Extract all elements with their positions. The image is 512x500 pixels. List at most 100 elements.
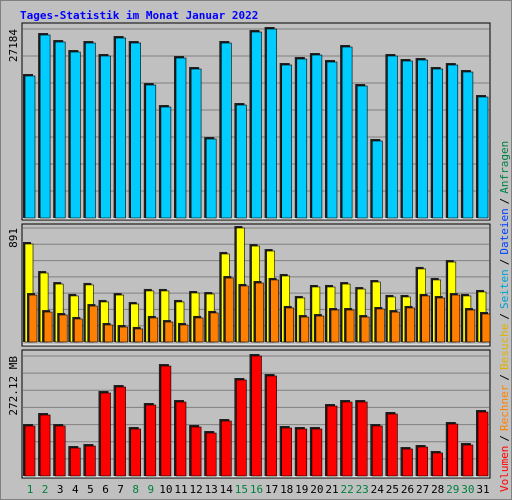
x-tick-label: 29 (446, 483, 459, 496)
bar (209, 312, 219, 343)
bar (43, 311, 53, 343)
bar (281, 427, 293, 477)
bar (296, 58, 308, 219)
bar (341, 46, 353, 219)
bar (387, 413, 398, 477)
legend-item: Anfragen (498, 141, 511, 194)
bar (236, 379, 247, 477)
bar (436, 297, 446, 343)
bar (300, 316, 310, 343)
bar (391, 311, 400, 343)
x-tick-label: 21 (325, 483, 338, 496)
x-tick-label: 20 (310, 483, 323, 496)
bar (54, 41, 66, 219)
legend-item: Rechner (498, 384, 511, 431)
bar (477, 411, 489, 477)
x-tick-label: 10 (159, 483, 172, 496)
bar (85, 445, 96, 477)
bar (175, 401, 187, 477)
bar (190, 68, 202, 219)
legend-item: Seiten (498, 269, 511, 309)
bar (477, 96, 489, 219)
bar (311, 428, 323, 477)
bar (225, 277, 234, 343)
bar (371, 140, 383, 219)
bar (70, 51, 81, 219)
x-tick-label: 31 (476, 483, 489, 496)
bar (371, 425, 383, 477)
bar (356, 401, 368, 477)
bar (326, 61, 338, 219)
bar (447, 64, 459, 219)
bar (375, 308, 385, 343)
bar (360, 316, 370, 343)
bar (145, 84, 157, 219)
bar (164, 321, 174, 343)
x-tick-label: 27 (416, 483, 429, 496)
bar (462, 444, 474, 477)
x-tick-label: 7 (117, 483, 124, 496)
bar (74, 318, 83, 343)
bar (451, 294, 461, 343)
x-tick-label: 30 (461, 483, 474, 496)
bar (100, 55, 111, 219)
bar (115, 37, 126, 219)
x-tick-label: 19 (295, 483, 308, 496)
bar (70, 447, 81, 477)
x-tick-label: 22 (340, 483, 353, 496)
bar (236, 104, 247, 219)
x-tick-label: 9 (147, 483, 154, 496)
bar (240, 285, 249, 343)
bar (179, 324, 189, 343)
bar (54, 425, 66, 477)
bar (255, 282, 264, 343)
bar (481, 313, 491, 343)
bar (421, 295, 430, 343)
bar (190, 426, 202, 477)
bar (24, 75, 36, 219)
bar (58, 314, 68, 343)
x-tick-label: 4 (72, 483, 79, 496)
bar (402, 60, 413, 219)
bar (311, 54, 323, 219)
bar (315, 315, 325, 343)
bar (130, 42, 141, 219)
bar (104, 324, 113, 343)
x-tick-label: 11 (174, 483, 187, 496)
legend-item: Dateien (498, 208, 511, 254)
bar (145, 404, 157, 477)
x-tick-label: 1 (27, 483, 34, 496)
x-tick-label: 24 (371, 483, 385, 496)
x-tick-label: 3 (57, 483, 64, 496)
x-tick-label: 25 (386, 483, 399, 496)
x-tick-label: 18 (280, 483, 293, 496)
bar (160, 365, 172, 477)
bar (345, 309, 355, 343)
bar (447, 423, 459, 477)
legend-separator: / (498, 435, 511, 442)
bar (356, 85, 368, 219)
x-tick-label: 8 (132, 483, 139, 496)
bar (24, 425, 36, 477)
x-tick-label: 16 (250, 483, 263, 496)
bar (39, 34, 51, 219)
bar (28, 294, 38, 343)
chart-title: Tages-Statistik im Monat Januar 2022 (20, 9, 258, 22)
x-tick-label: 14 (220, 483, 234, 496)
bar (296, 428, 308, 477)
bar (115, 386, 126, 477)
bar (149, 317, 159, 343)
bar (326, 405, 338, 477)
legend-separator: / (498, 374, 511, 381)
x-tick-label: 28 (431, 483, 444, 496)
x-tick-label: 6 (102, 483, 109, 496)
bar (221, 42, 232, 219)
x-tick-label: 26 (401, 483, 414, 496)
bar (134, 328, 143, 343)
y-tick-label: 891 (7, 228, 20, 248)
bar (462, 71, 474, 219)
bar (432, 68, 444, 219)
y-tick-label: 27184 (7, 29, 20, 62)
x-tick-label: 13 (205, 483, 218, 496)
